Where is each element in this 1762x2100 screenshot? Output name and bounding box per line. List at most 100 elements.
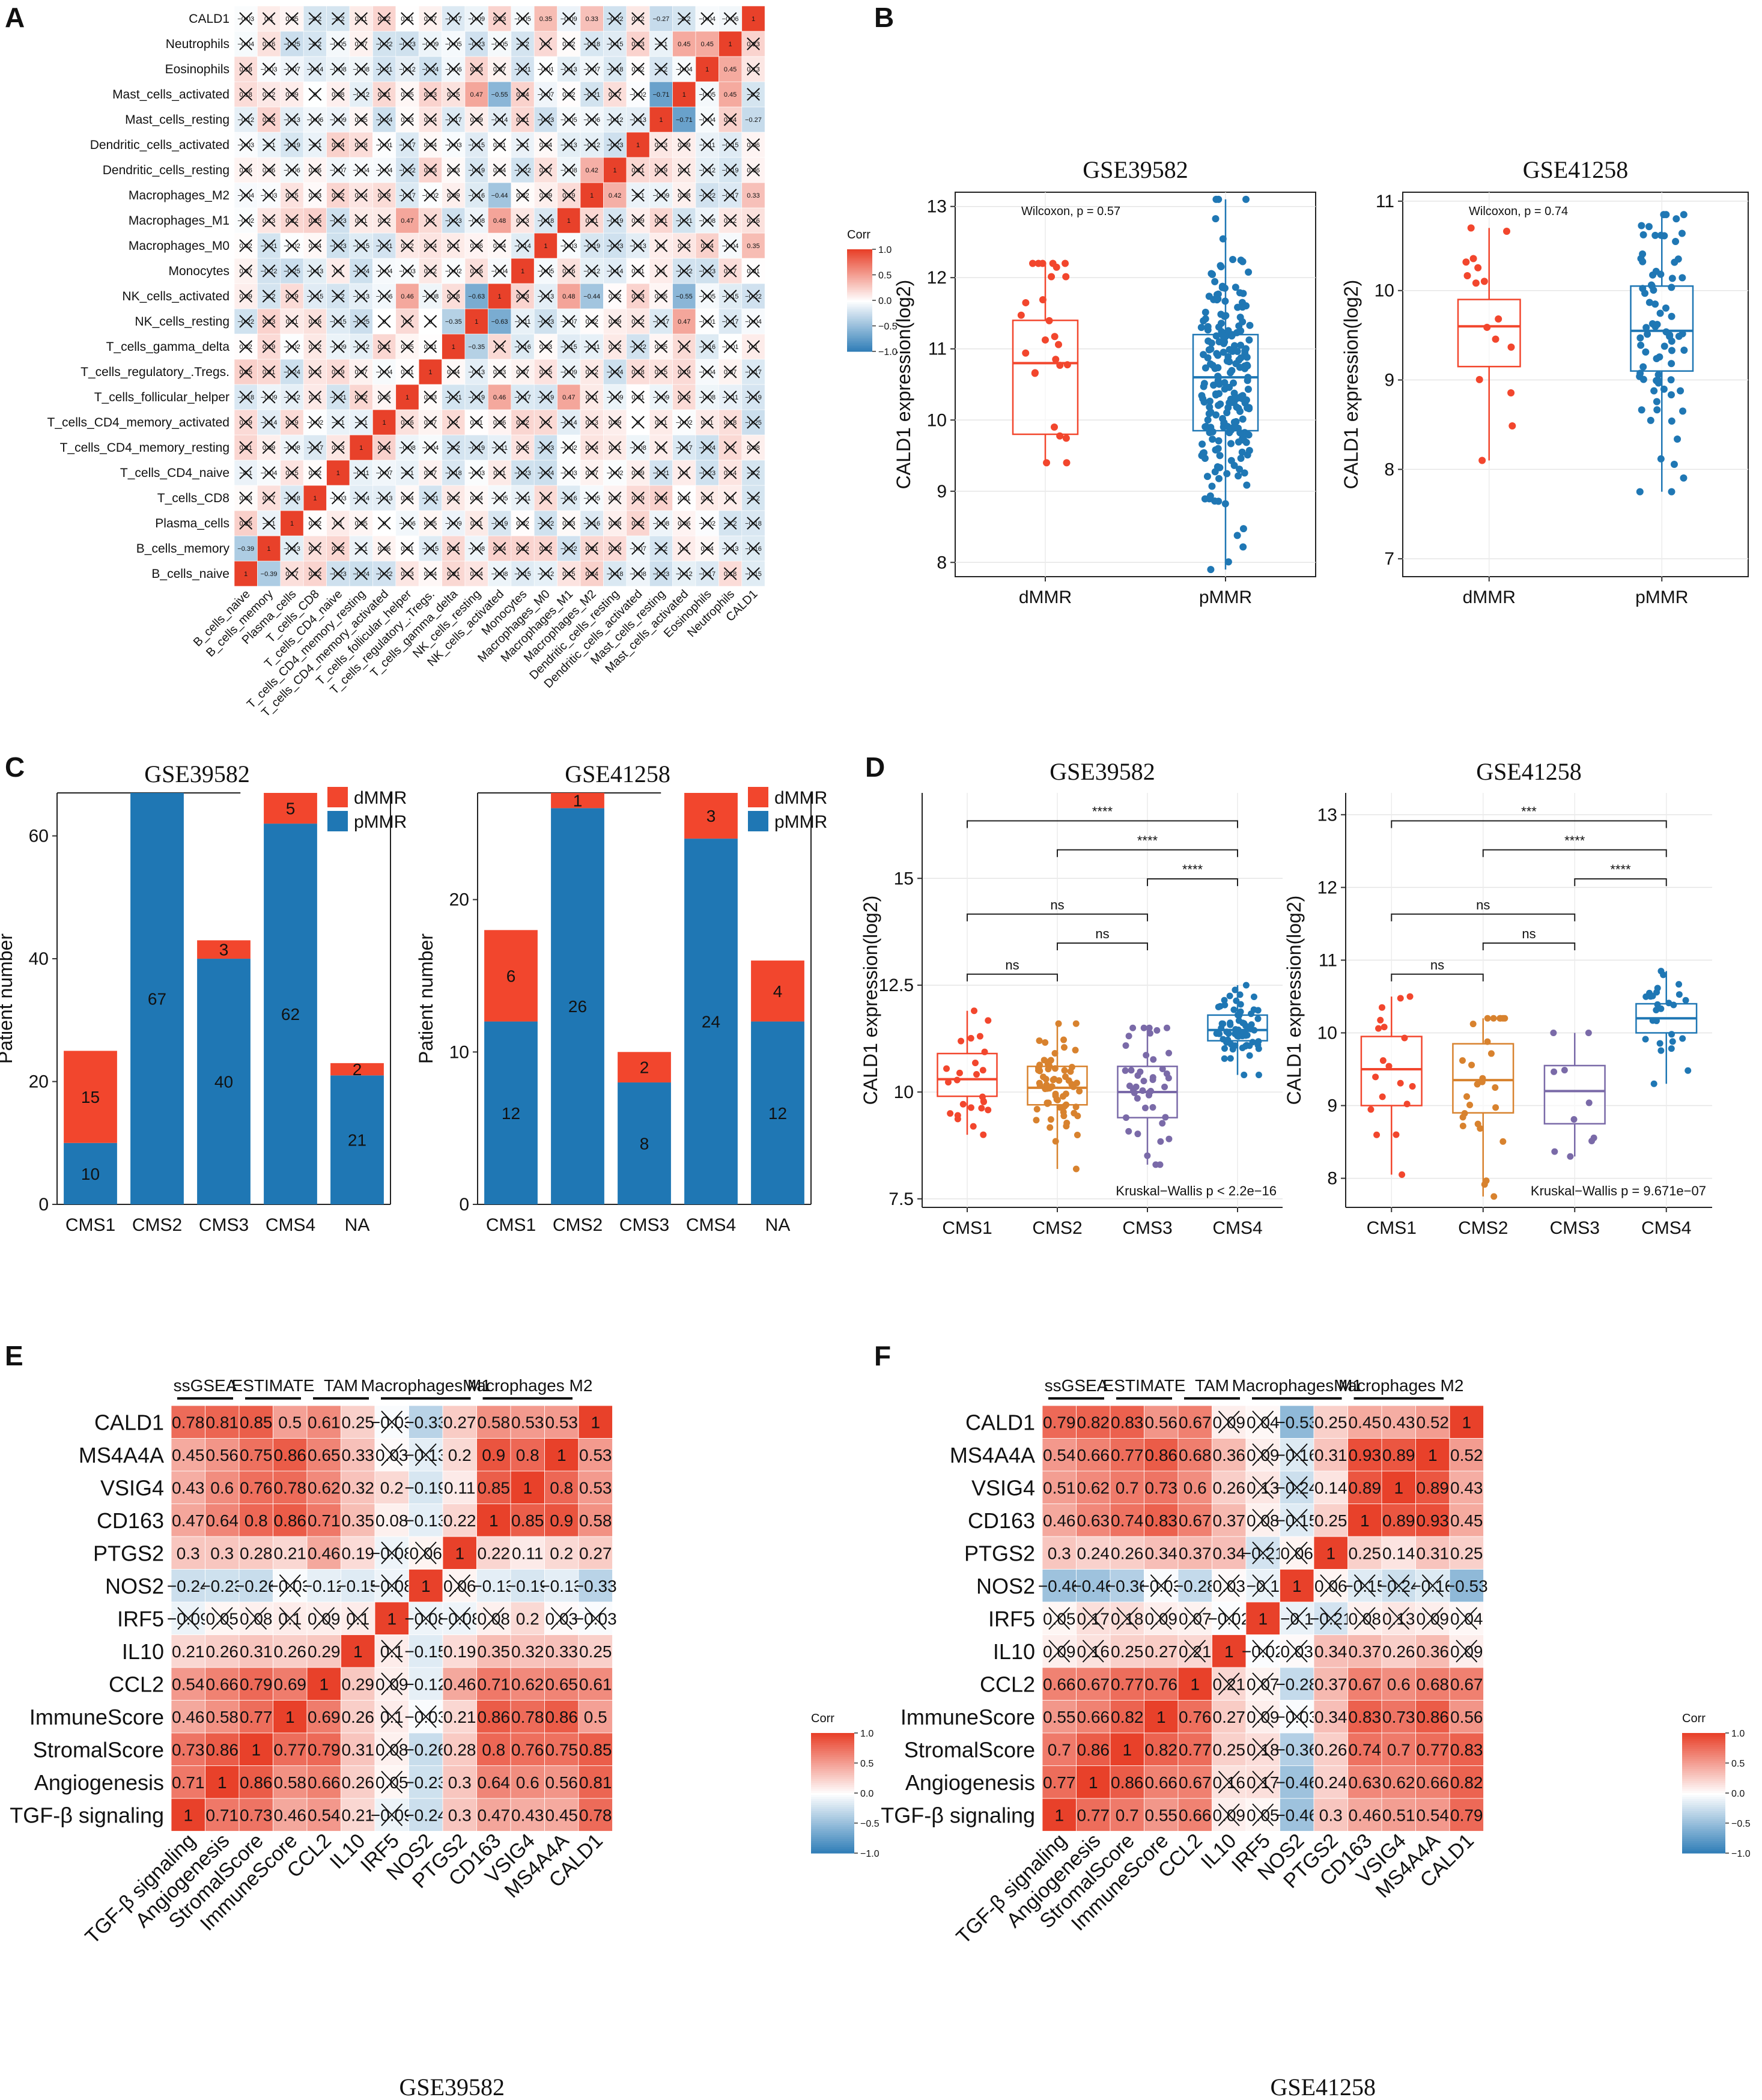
cell-value: 0.26: [342, 1708, 375, 1726]
cell-value: 0.26: [206, 1642, 239, 1661]
data-point: [1685, 1067, 1692, 1074]
cross-mark-b: [562, 62, 576, 76]
y-axis-label: Patient number: [415, 933, 437, 1064]
cell-value: −0.55: [676, 293, 693, 300]
cell-value: 0.77: [1111, 1675, 1144, 1693]
legend-immune-swatch: [847, 295, 872, 297]
data-point: [1215, 497, 1223, 505]
cell-value: 1: [428, 369, 432, 376]
cross-mark-b: [262, 517, 276, 530]
cell-value: 0.25: [1314, 1413, 1347, 1431]
heatmap-cell: [349, 434, 373, 461]
heatmap-cell: [476, 1470, 511, 1504]
cell-value: 0.48: [562, 293, 575, 300]
heatmap-cell: [578, 1765, 613, 1799]
cross-mark-b: [539, 290, 553, 303]
data-point: [1463, 272, 1471, 279]
cross-mark-b: [747, 567, 760, 580]
cross-mark-b: [424, 416, 437, 429]
cross-mark-b: [239, 189, 253, 202]
cell-value: 0.32: [342, 1478, 375, 1497]
data-point: [1053, 263, 1060, 271]
data-point: [1462, 258, 1470, 266]
cross-mark-b: [723, 542, 737, 555]
y-axis-label: CALD1 expression(log2): [893, 280, 914, 490]
comparison-bracket: [967, 820, 1238, 828]
cell-value: 0.58: [206, 1708, 239, 1726]
data-point: [1208, 339, 1215, 347]
cell-value: 0.29: [308, 1642, 341, 1661]
row-label: MS4A4A: [79, 1443, 164, 1467]
data-point: [1137, 1068, 1144, 1075]
heatmap-cell: [372, 409, 396, 435]
legend-immune-swatch: [847, 303, 872, 306]
data-point: [1682, 997, 1689, 1004]
data-point: [971, 1007, 978, 1015]
bar-label: 12: [502, 1104, 520, 1123]
cross-mark-b: [285, 37, 299, 50]
data-point: [1242, 195, 1250, 203]
data-point: [1165, 1135, 1173, 1143]
data-point: [1670, 1001, 1677, 1009]
data-point: [1056, 432, 1064, 440]
data-point: [1212, 195, 1220, 203]
cross-mark-b: [239, 264, 253, 278]
cross-mark-b: [470, 466, 484, 479]
heatmap-cell: [238, 1700, 273, 1734]
row-label: CCL2: [980, 1672, 1035, 1696]
heatmap-cell: [476, 1700, 511, 1734]
cross-mark-b: [747, 491, 760, 505]
cross-mark-b: [331, 239, 345, 252]
cross-mark-b: [239, 416, 253, 429]
heatmap-cell: [341, 1470, 375, 1504]
data-point: [1637, 341, 1645, 349]
cross-mark-b: [723, 466, 737, 479]
cross-mark-b: [723, 163, 737, 177]
cross-mark-b: [331, 138, 345, 151]
data-point: [1068, 1064, 1075, 1071]
cross-mark-b: [516, 340, 529, 353]
cross-mark-b: [470, 239, 484, 252]
row-label: Mast_cells_resting: [125, 113, 229, 127]
row-label: T_cells_regulatory_.Tregs.: [81, 365, 229, 379]
heatmap-cell: [578, 1667, 613, 1701]
row-label: CD163: [968, 1508, 1035, 1533]
cross-mark-b: [377, 365, 391, 378]
data-point: [1653, 355, 1660, 363]
cross-mark-b: [446, 290, 460, 303]
cross-mark-b: [354, 62, 368, 76]
cross-mark-b: [608, 567, 622, 580]
significance-label: ns: [1095, 926, 1109, 941]
data-point: [1215, 475, 1223, 482]
cell-value: 0.27: [1145, 1642, 1178, 1661]
cell-value: 0.58: [478, 1413, 511, 1431]
y-tick-label: 9: [1327, 1096, 1337, 1116]
heatmap-cell: [488, 384, 512, 410]
x-tick-label: CMS2: [553, 1215, 603, 1235]
cross-mark-b: [723, 517, 737, 530]
data-point: [1232, 986, 1239, 994]
cross-mark-b: [331, 542, 345, 555]
cross-mark-b: [331, 365, 345, 378]
cross-mark-b: [401, 340, 414, 353]
cross-mark-b: [516, 416, 529, 429]
cell-value: 1: [267, 545, 271, 553]
data-point: [1379, 1093, 1386, 1100]
data-point: [1653, 406, 1661, 414]
data-point: [1237, 1001, 1244, 1008]
heatmap-cell: [488, 106, 512, 133]
cross-mark-b: [700, 163, 714, 177]
cell-value: 1: [475, 318, 478, 326]
plot-title: GSE39582: [1083, 156, 1188, 183]
cell-value: 0.71: [478, 1675, 511, 1693]
cross-mark-b: [539, 113, 553, 126]
cell-value: 0.86: [1145, 1446, 1178, 1464]
legend-immune-swatch: [847, 341, 872, 344]
legend-immune-swatch: [847, 309, 872, 311]
heatmap-cell: [580, 5, 604, 32]
bar-label: 5: [286, 800, 296, 818]
heatmap-cell: [476, 1504, 511, 1537]
cross-mark-b: [700, 491, 714, 505]
data-point: [1468, 1061, 1475, 1069]
cross-mark-b: [562, 12, 576, 25]
